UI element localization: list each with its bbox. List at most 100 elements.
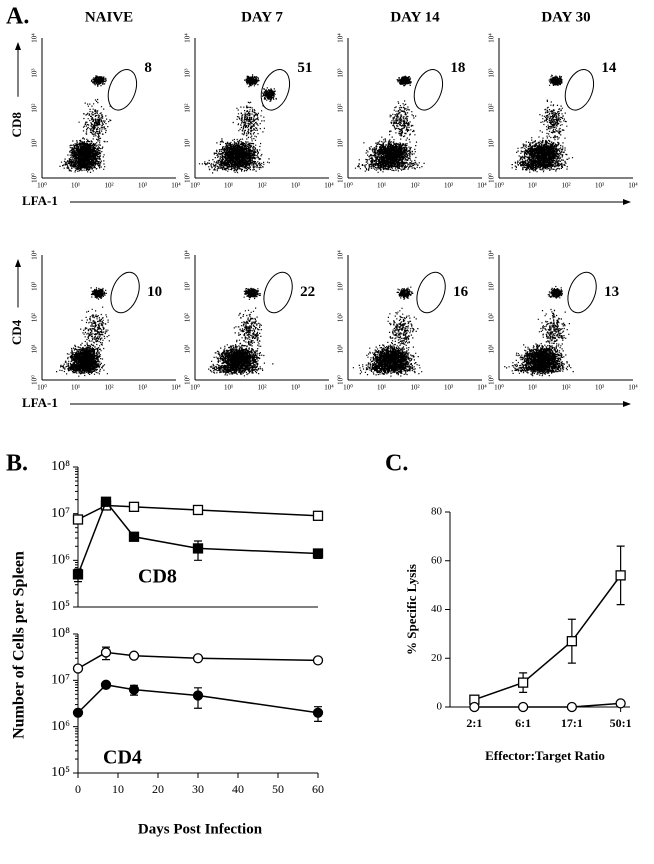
x-tick-label: 10² <box>561 384 570 392</box>
gate-percent: 10 <box>147 284 162 300</box>
y-tick-label: 80 <box>431 506 443 518</box>
x-tick-label: 20 <box>152 782 164 796</box>
x-tick-label: 10¹ <box>528 384 537 392</box>
annotation: CD4 <box>103 747 142 769</box>
gate-percent: 16 <box>453 284 469 300</box>
dot-cloud <box>56 287 110 377</box>
column-header: DAY 7 <box>241 9 283 25</box>
x-tick-label: 10 <box>112 782 124 796</box>
x-tick-label: 10² <box>104 384 113 392</box>
y-tick-label: 10¹ <box>337 138 345 147</box>
marker <box>312 707 324 718</box>
x-tick-label: 17:1 <box>561 716 583 730</box>
marker <box>128 650 140 661</box>
marker <box>192 690 204 701</box>
y-axis-label: Number of Cells per Spleen <box>11 551 28 739</box>
marker <box>566 636 578 647</box>
y-tick-label: 10³ <box>488 68 496 77</box>
marker <box>72 569 84 580</box>
x-tick-label: 10² <box>104 182 113 190</box>
x-tick-label: 50 <box>272 782 284 796</box>
y-tick-label: 10⁰ <box>488 375 496 385</box>
y-tick-label: 20 <box>431 652 443 664</box>
y-tick-label: 60 <box>431 554 443 566</box>
gate <box>564 69 595 111</box>
x-tick-label: 10² <box>257 384 266 392</box>
x-tick-label: 10³ <box>595 384 604 392</box>
gate-percent: 18 <box>450 60 465 76</box>
y-axis-label: % Specific Lysis <box>404 564 419 655</box>
y-tick-label: 10⁷ <box>51 506 70 521</box>
y-tick-label: 10⁴ <box>184 33 192 43</box>
y-tick-label: 10¹ <box>488 344 496 353</box>
x-axis-label: LFA-1 <box>22 395 58 410</box>
y-tick-label: 10⁸ <box>51 626 70 641</box>
y-tick-label: 10⁰ <box>337 375 345 385</box>
y-tick-label: 10² <box>337 313 345 322</box>
marker <box>72 663 84 674</box>
dot-cloud <box>208 287 274 377</box>
gate <box>260 69 291 111</box>
gate-percent: 51 <box>297 60 312 76</box>
y-tick-label: 10⁶ <box>51 719 70 734</box>
y-tick-label: 10⁰ <box>184 375 192 385</box>
y-tick-label: 10¹ <box>31 344 39 353</box>
x-tick-label: 60 <box>312 782 324 796</box>
y-tick-label: 10² <box>488 313 496 322</box>
gate-percent: 13 <box>604 284 619 300</box>
gate-percent: 8 <box>144 60 152 76</box>
x-tick-label: 10² <box>410 182 419 190</box>
x-tick-label: 10¹ <box>377 182 386 190</box>
x-tick-label: 10² <box>410 384 419 392</box>
marker <box>615 698 626 709</box>
y-tick-label: 10⁴ <box>337 33 345 43</box>
gate <box>110 271 140 314</box>
column-header: NAIVE <box>85 9 133 25</box>
x-tick-label: 10⁴ <box>628 182 638 190</box>
dot-cloud <box>59 75 112 173</box>
marker <box>100 679 112 690</box>
annotation: CD8 <box>138 566 177 588</box>
y-tick-label: 10² <box>31 313 39 322</box>
marker <box>192 653 204 664</box>
marker <box>615 570 626 581</box>
y-tick-label: 10¹ <box>488 138 496 147</box>
y-tick-label: 10⁰ <box>184 173 192 183</box>
x-tick-label: 10⁰ <box>190 182 200 190</box>
y-tick-label: 10³ <box>337 282 345 291</box>
x-tick-label: 50:1 <box>610 716 632 730</box>
y-tick-label: 10⁴ <box>31 33 39 43</box>
y-tick-label: 10³ <box>488 282 496 291</box>
y-tick-label: 10² <box>184 313 192 322</box>
x-axis-label: Effector:Target Ratio <box>485 748 605 763</box>
y-tick-label: 10² <box>488 103 496 112</box>
x-tick-label: 0 <box>75 782 81 796</box>
dot-cloud <box>504 285 574 377</box>
x-tick-label: 6:1 <box>515 716 531 730</box>
y-tick-label: 10³ <box>184 282 192 291</box>
x-tick-label: 10³ <box>291 182 300 190</box>
marker <box>72 707 84 718</box>
x-tick-label: 10⁰ <box>494 182 504 190</box>
y-tick-label: 10⁴ <box>184 250 192 260</box>
x-tick-label: 10⁰ <box>37 182 47 190</box>
series-line <box>474 574 622 701</box>
x-tick-label: 10³ <box>138 182 147 190</box>
y-tick-label: 10⁰ <box>488 173 496 183</box>
x-tick-label: 10¹ <box>528 182 537 190</box>
y-tick-label: 10⁵ <box>51 599 70 614</box>
y-tick-label: 10¹ <box>184 344 192 353</box>
x-tick-label: 10² <box>257 182 266 190</box>
y-tick-label: 10³ <box>184 68 192 77</box>
gate <box>567 271 597 314</box>
gate <box>413 69 444 111</box>
y-tick-label: 10⁴ <box>337 250 345 260</box>
y-tick-label: 10³ <box>337 68 345 77</box>
y-tick-label: 10⁰ <box>337 173 345 183</box>
y-tick-label: 10² <box>337 103 345 112</box>
x-tick-label: 10⁴ <box>171 384 181 392</box>
marker <box>100 647 112 658</box>
gate <box>107 69 138 111</box>
dot-cloud <box>511 74 574 173</box>
x-tick-label: 10⁰ <box>343 182 353 190</box>
